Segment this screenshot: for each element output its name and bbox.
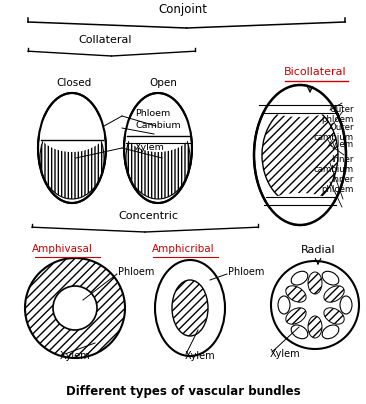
Ellipse shape <box>286 308 306 324</box>
Text: Phloem: Phloem <box>135 109 170 118</box>
Text: Xylem: Xylem <box>327 140 354 149</box>
Ellipse shape <box>278 296 290 314</box>
Ellipse shape <box>271 261 359 349</box>
Text: Inner
phloem: Inner phloem <box>322 175 354 194</box>
Ellipse shape <box>262 105 338 205</box>
Text: Outer
phloem: Outer phloem <box>322 105 354 124</box>
Ellipse shape <box>124 108 192 152</box>
Text: Open: Open <box>149 78 177 88</box>
Ellipse shape <box>324 286 344 302</box>
Text: Amphivasal: Amphivasal <box>31 244 93 254</box>
Ellipse shape <box>291 271 308 285</box>
Text: Radial: Radial <box>301 245 335 255</box>
Ellipse shape <box>308 316 322 338</box>
Text: Different types of vascular bundles: Different types of vascular bundles <box>66 385 300 398</box>
Ellipse shape <box>25 258 125 358</box>
Text: Phloem: Phloem <box>228 267 264 277</box>
Text: Xylem: Xylem <box>135 143 165 152</box>
Ellipse shape <box>340 296 352 314</box>
Ellipse shape <box>40 117 104 199</box>
Ellipse shape <box>262 193 338 225</box>
Ellipse shape <box>258 85 342 117</box>
Text: Concentric: Concentric <box>118 211 178 221</box>
Text: Outer
cambium: Outer cambium <box>314 123 354 142</box>
Ellipse shape <box>254 85 346 225</box>
Text: Phloem: Phloem <box>118 267 154 277</box>
Ellipse shape <box>38 108 106 152</box>
Ellipse shape <box>291 325 308 339</box>
Ellipse shape <box>38 93 106 203</box>
Ellipse shape <box>322 271 339 285</box>
Ellipse shape <box>322 325 339 339</box>
Ellipse shape <box>126 117 190 199</box>
Ellipse shape <box>155 260 225 356</box>
Text: Inner
cambium: Inner cambium <box>314 155 354 175</box>
Text: Bicollateral: Bicollateral <box>284 67 346 77</box>
Text: Conjoint: Conjoint <box>158 4 208 17</box>
Text: Xylem: Xylem <box>60 351 91 361</box>
Text: Collateral: Collateral <box>78 35 132 45</box>
Text: Cambium: Cambium <box>135 122 181 130</box>
Ellipse shape <box>124 93 192 203</box>
Text: Xylem: Xylem <box>185 351 216 361</box>
Ellipse shape <box>324 308 344 324</box>
Ellipse shape <box>53 286 97 330</box>
Ellipse shape <box>286 286 306 302</box>
Text: Closed: Closed <box>56 78 91 88</box>
Text: Amphicribal: Amphicribal <box>152 244 214 254</box>
Ellipse shape <box>308 272 322 294</box>
Text: Xylem: Xylem <box>270 349 300 359</box>
Ellipse shape <box>172 280 208 336</box>
